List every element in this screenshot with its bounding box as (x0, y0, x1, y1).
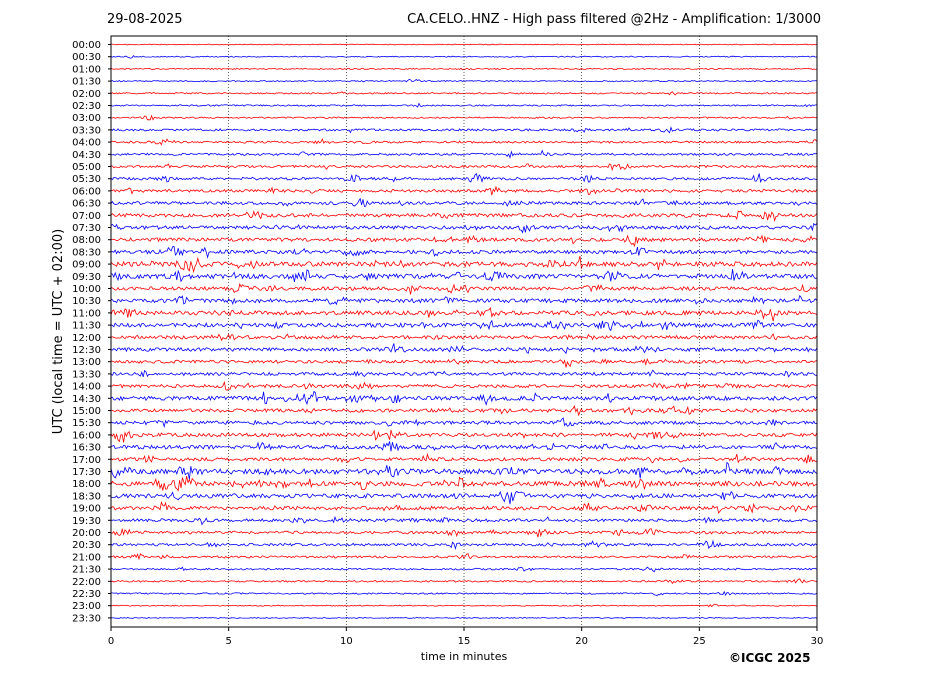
trace-1000 (110, 282, 817, 295)
y-tick-label: 08:30 (72, 247, 101, 258)
date-label: 29-08-2025 (107, 12, 183, 27)
y-tick-label: 15:00 (72, 406, 101, 417)
y-tick-label: 01:30 (72, 77, 101, 88)
trace-0730 (110, 222, 817, 234)
y-tick-label: 09:30 (72, 272, 101, 283)
y-tick-label: 22:30 (72, 589, 101, 600)
y-tick-label: 05:30 (72, 174, 101, 185)
y-tick-label: 18:30 (72, 491, 101, 502)
x-tick-label: 15 (458, 636, 471, 647)
trace-0930 (110, 269, 817, 283)
trace-1400 (110, 380, 817, 391)
trace-1630 (110, 441, 817, 452)
x-tick-label: 20 (575, 636, 588, 647)
y-tick-label: 21:30 (72, 565, 101, 576)
y-tick-label: 18:00 (72, 479, 101, 490)
x-axis-label: time in minutes (421, 650, 508, 663)
y-tick-label: 10:30 (72, 296, 101, 307)
y-tick-label: 23:30 (72, 613, 101, 624)
y-tick-label: 04:30 (72, 150, 101, 161)
y-tick-label: 14:00 (72, 382, 101, 393)
trace-0500 (110, 163, 817, 172)
x-axis-ticks: 0 5 10 15 20 25 30 (108, 627, 824, 647)
trace-2000 (110, 527, 817, 538)
trace-2030 (110, 539, 817, 551)
y-tick-label: 19:00 (72, 504, 101, 515)
copyright-label: ©ICGC 2025 (729, 651, 811, 665)
y-tick-label: 12:00 (72, 333, 101, 344)
trace-1500 (110, 405, 817, 417)
y-tick-label: 20:00 (72, 528, 101, 539)
trace-1200 (110, 333, 817, 342)
trace-1930 (110, 515, 817, 526)
y-tick-label: 22:00 (72, 577, 101, 588)
y-tick-label: 04:00 (72, 138, 101, 149)
y-tick-label: 13:00 (72, 357, 101, 368)
y-tick-label: 13:30 (72, 369, 101, 380)
y-tick-label: 10:00 (72, 284, 101, 295)
y-tick-label: 03:00 (72, 113, 101, 124)
y-tick-label: 02:30 (72, 101, 101, 112)
trace-0000 (111, 43, 817, 46)
seismic-traces (110, 43, 817, 619)
x-tick-label: 0 (108, 636, 114, 647)
trace-0600 (110, 185, 817, 196)
y-tick-label: 05:00 (72, 162, 101, 173)
y-tick-label: 00:30 (72, 52, 101, 63)
y-tick-label: 16:00 (72, 430, 101, 441)
trace-1530 (110, 417, 817, 429)
trace-0630 (110, 197, 817, 207)
chart-title: CA.CELO..HNZ - High pass filtered @2Hz -… (407, 12, 821, 27)
y-tick-label: 23:00 (72, 601, 101, 612)
y-tick-label: 21:00 (72, 552, 101, 563)
trace-2130 (111, 566, 817, 573)
x-tick-label: 5 (225, 636, 231, 647)
y-tick-label: 17:00 (72, 455, 101, 466)
trace-0030 (110, 54, 817, 59)
trace-1830 (110, 490, 817, 505)
y-tick-label: 20:30 (72, 540, 101, 551)
y-tick-label: 17:30 (72, 467, 101, 478)
y-tick-label: 03:30 (72, 125, 101, 136)
y-tick-label: 16:30 (72, 443, 101, 454)
y-tick-label: 11:30 (72, 321, 101, 332)
y-tick-label: 06:30 (72, 199, 101, 210)
y-tick-label: 11:00 (72, 308, 101, 319)
y-tick-label: 19:30 (72, 516, 101, 527)
y-tick-label: 12:30 (72, 345, 101, 356)
trace-0430 (110, 149, 817, 159)
y-tick-label: 02:00 (72, 89, 101, 100)
trace-0330 (110, 126, 817, 134)
x-tick-label: 25 (693, 636, 706, 647)
y-tick-label: 14:30 (72, 394, 101, 405)
trace-0800 (110, 234, 817, 248)
plot-frame (110, 35, 818, 628)
trace-1600 (110, 429, 817, 443)
y-tick-label: 01:00 (72, 64, 101, 75)
trace-2200 (110, 578, 817, 585)
y-tick-label: 07:30 (72, 223, 101, 234)
y-tick-label: 09:00 (72, 260, 101, 271)
y-tick-label: 06:00 (72, 186, 101, 197)
time-gridlines (228, 36, 700, 627)
y-tick-label: 07:00 (72, 211, 101, 222)
y-tick-label: 00:00 (72, 40, 101, 51)
trace-1700 (110, 453, 817, 464)
y-axis-label: UTC (local time = UTC + 02:00) (51, 229, 66, 434)
x-tick-label: 30 (811, 636, 824, 647)
x-tick-label: 10 (340, 636, 353, 647)
trace-2300 (110, 603, 817, 608)
y-tick-label: 08:00 (72, 235, 101, 246)
y-tick-label: 15:30 (72, 418, 101, 429)
